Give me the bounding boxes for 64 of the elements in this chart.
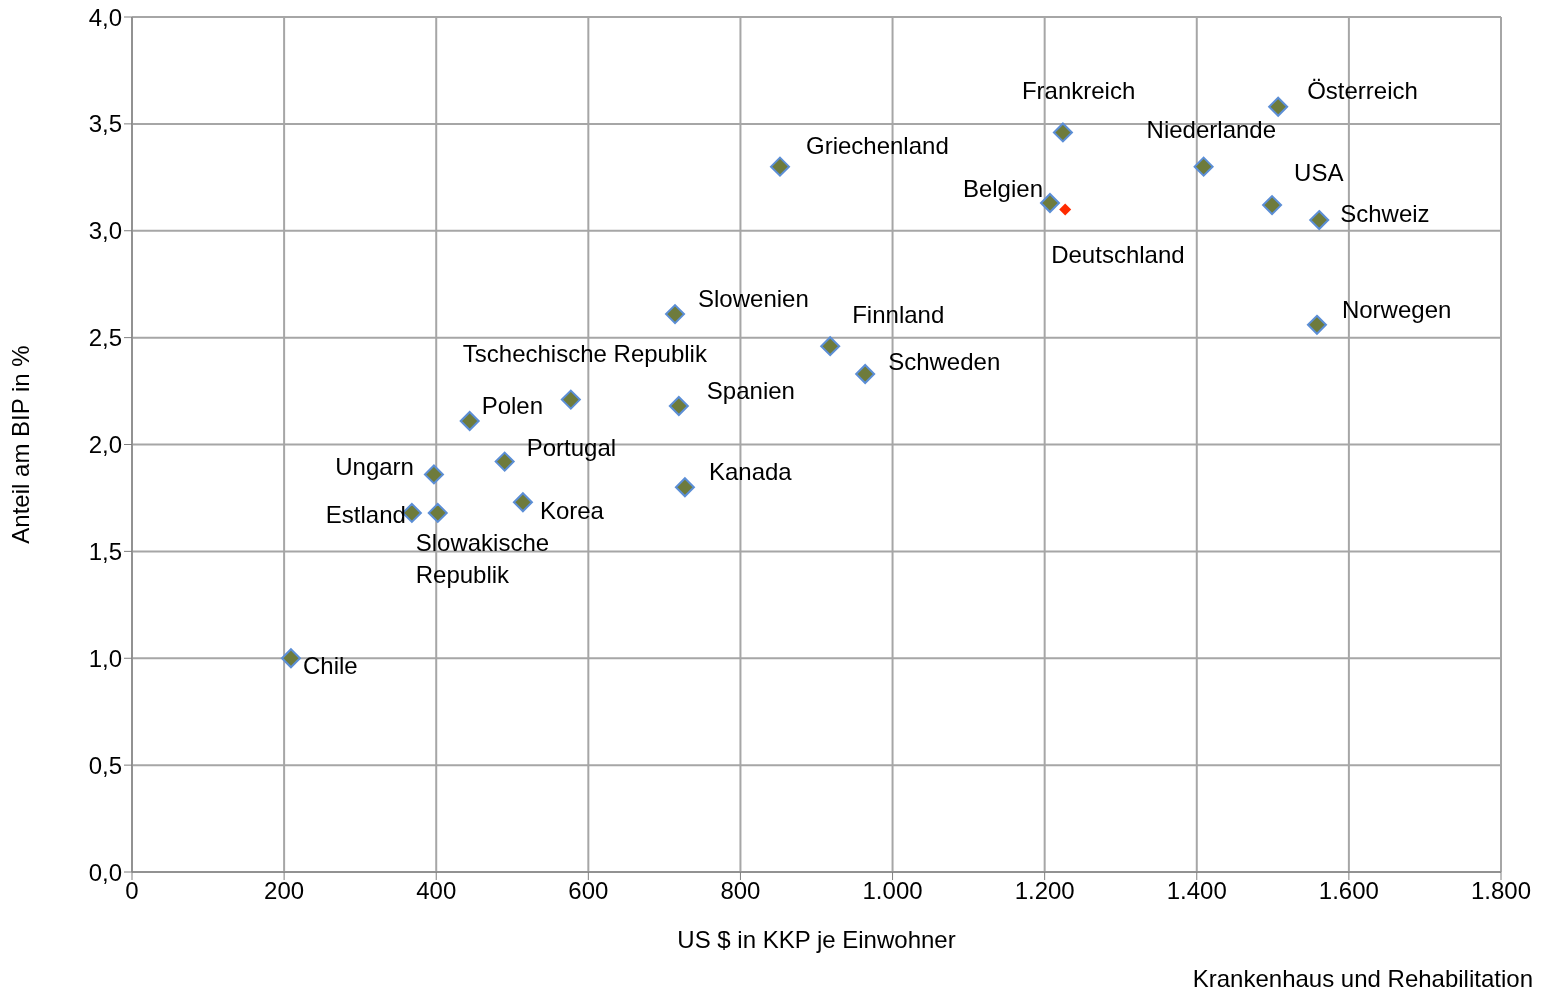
annotation: Belgien: [962, 175, 1043, 203]
annotation: Ungarn: [335, 453, 414, 481]
point: [494, 451, 515, 472]
x-tick-label: 1.400: [1166, 877, 1227, 905]
x-tick-label: 400: [416, 877, 457, 905]
annotation: Deutschland: [1051, 241, 1185, 269]
annotation: Portugal: [526, 433, 617, 461]
point: [512, 492, 533, 513]
annotation: Estland: [325, 501, 406, 529]
point: [1193, 156, 1214, 177]
annotation: USA: [1294, 159, 1344, 187]
y-tick-label: 1,5: [88, 537, 122, 565]
annotation: Tschechische Republik: [462, 339, 708, 367]
point: [855, 363, 876, 384]
x-tick-label: 0: [125, 877, 139, 905]
point: [427, 502, 448, 523]
y-tick-label: 2,5: [88, 324, 122, 352]
x-tick-label: 1.000: [862, 877, 923, 905]
x-tick-label: 600: [568, 877, 609, 905]
annotation: Niederlande: [1146, 115, 1277, 143]
point: [1052, 122, 1073, 143]
y-tick-label: 4,0: [88, 3, 122, 31]
annotation: Slowenien: [698, 285, 809, 313]
annotation: Korea: [539, 497, 605, 525]
annotation: Polen: [481, 392, 544, 420]
point: [280, 648, 301, 669]
annotation: Österreich: [1307, 77, 1418, 105]
annotation: Frankreich: [1021, 77, 1136, 105]
point: [769, 156, 790, 177]
x-axis-title: US $ in KKP je Einwohner: [677, 926, 956, 953]
point: [459, 410, 480, 431]
x-tick-label: 1.600: [1318, 877, 1379, 905]
y-tick-label: 2,0: [88, 431, 122, 459]
annotation: Slowakische Republik: [415, 529, 550, 589]
annotation: Schweiz: [1340, 200, 1430, 228]
point: [423, 464, 444, 485]
y-tick-label: 0,0: [88, 858, 122, 886]
y-axis-title: Anteil am BIP in %: [6, 345, 34, 544]
y-tick-label: 3,0: [88, 217, 122, 245]
point: [1309, 210, 1330, 231]
annotation: Griechenland: [805, 131, 949, 159]
x-tick-label: 800: [720, 877, 761, 905]
point: [560, 389, 581, 410]
x-tick-label: 200: [264, 877, 305, 905]
point: [1268, 96, 1289, 117]
point: [668, 396, 689, 417]
y-tick-label: 3,5: [88, 110, 122, 138]
annotation: Chile: [302, 652, 358, 680]
x-tick-label: 1.800: [1470, 877, 1532, 905]
annotation: Spanien: [706, 377, 795, 405]
y-tick-label: 1,0: [88, 644, 122, 672]
point: [1306, 314, 1327, 335]
point: [665, 304, 686, 325]
annotation: Finnland: [852, 301, 945, 329]
y-tick-label: 0,5: [88, 751, 122, 779]
point: [1059, 203, 1072, 216]
annotation: Norwegen: [1341, 296, 1452, 324]
point: [820, 336, 841, 357]
text: Krankenhaus und Rehabilitation: [1192, 965, 1533, 993]
point: [1262, 195, 1283, 216]
x-tick-label: 1.200: [1014, 877, 1075, 905]
annotation: Kanada: [708, 458, 793, 486]
annotation: Schweden: [888, 348, 1001, 376]
point: [674, 477, 695, 498]
